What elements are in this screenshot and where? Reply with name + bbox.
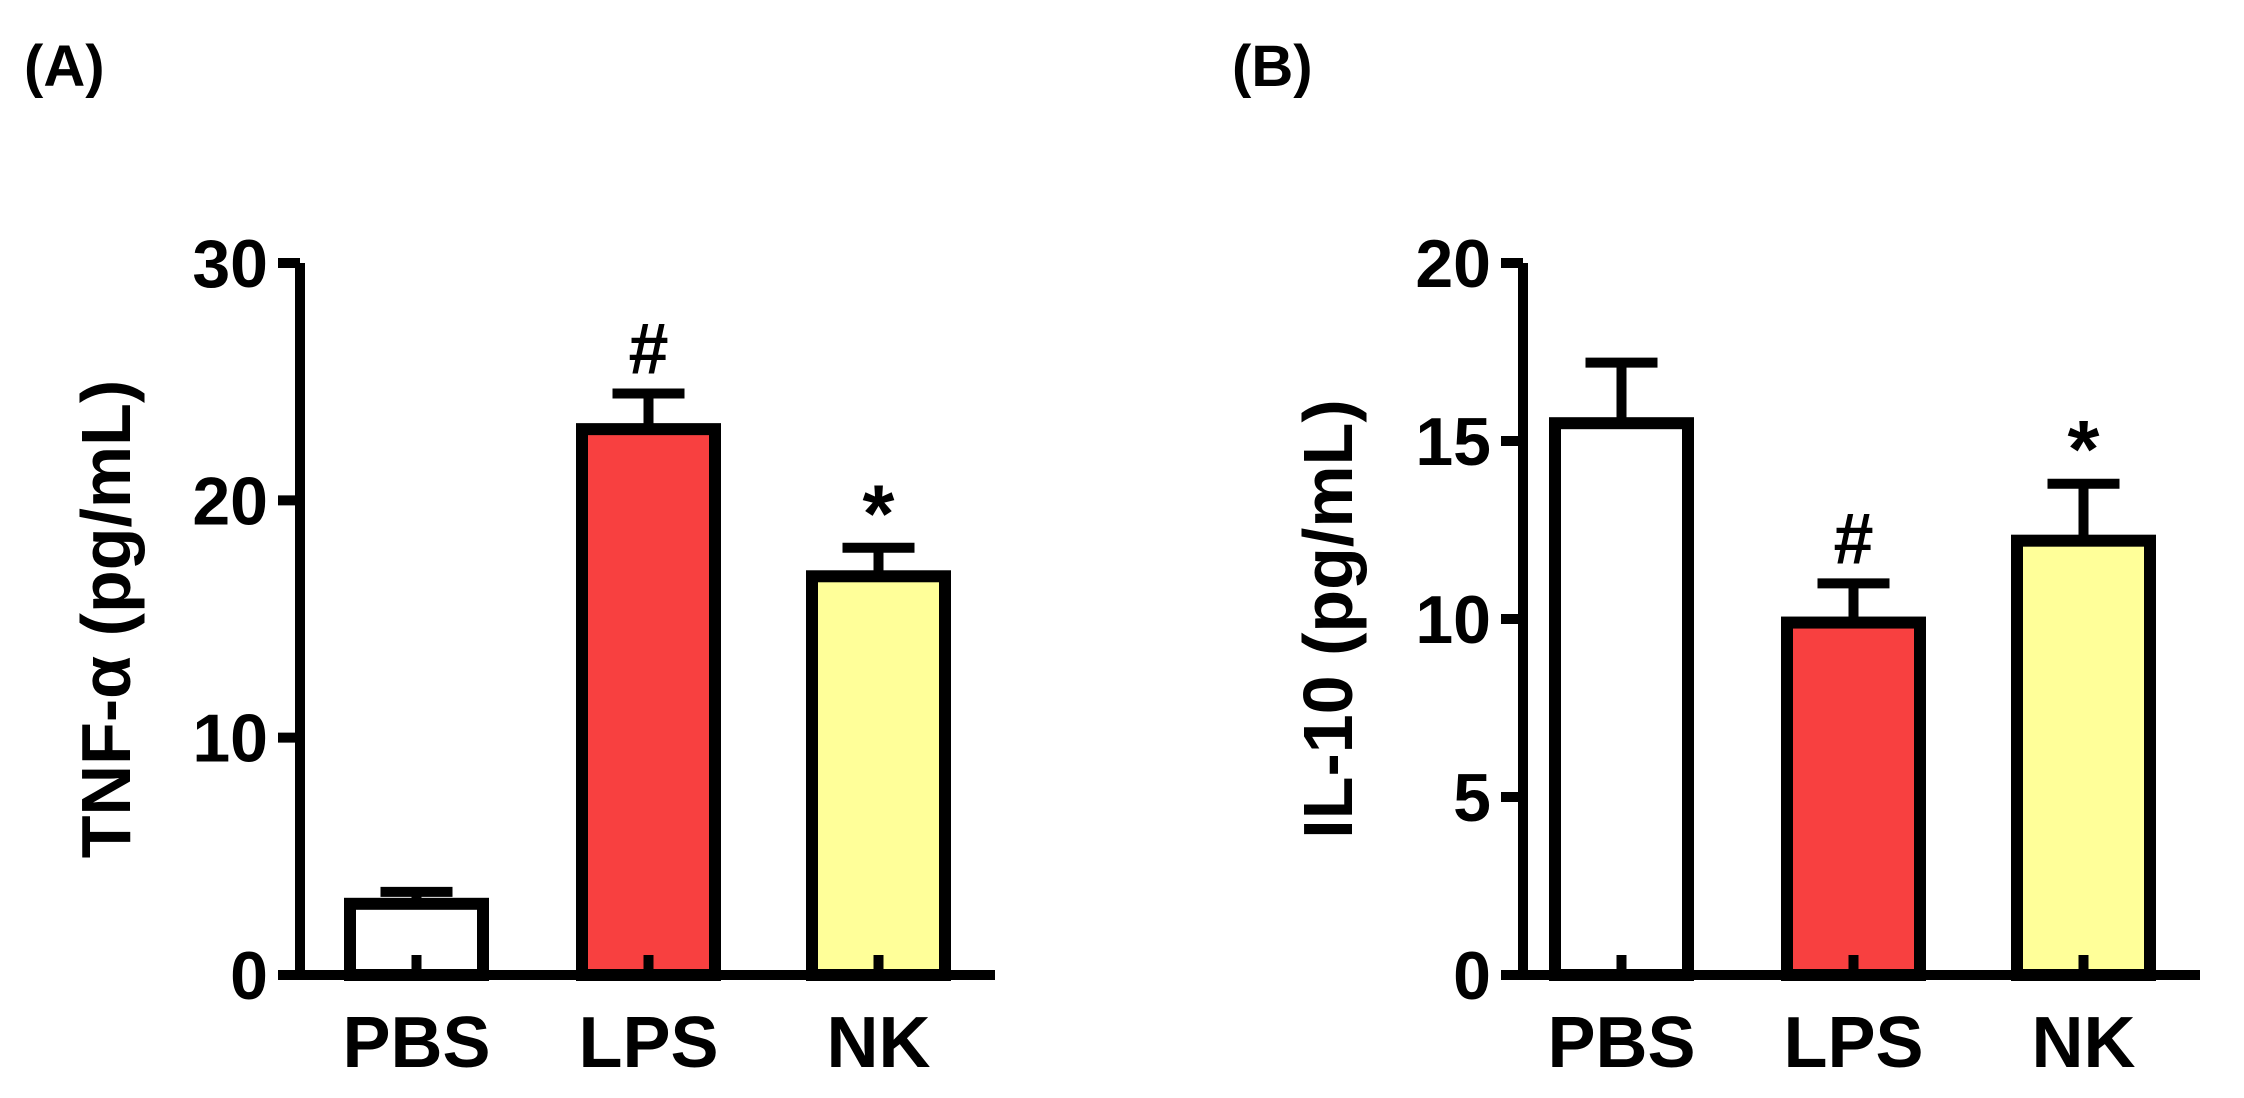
chart-panel-a: 0 10 20 30 TNF-α (pg/mL) PBS LPS # NK * [67, 226, 995, 1083]
y-axis-title: TNF-α (pg/mL) [67, 380, 145, 858]
bar-nk [2011, 534, 2156, 981]
x-tick-label: LPS [578, 1003, 718, 1083]
panel-label-a: (A) [24, 34, 105, 99]
y-tick-label: 30 [192, 226, 268, 302]
x-tick-label: PBS [1547, 1003, 1695, 1083]
significance-mark: # [1833, 499, 1873, 579]
y-tick-label: 0 [1453, 938, 1491, 1014]
significance-mark: * [2068, 405, 2100, 496]
significance-mark: # [628, 310, 668, 390]
y-tick-label: 15 [1415, 404, 1491, 480]
y-tick-label: 20 [1415, 226, 1491, 302]
y-tick-label: 10 [1415, 582, 1491, 658]
panel-label-b: (B) [1232, 34, 1313, 99]
bar-lps [1781, 616, 1926, 981]
y-tick-label: 5 [1453, 760, 1491, 836]
x-tick-label: NK [2032, 1003, 2136, 1083]
bar-pbs [1549, 417, 1694, 981]
bar-lps [576, 423, 721, 981]
y-axis-title: IL-10 (pg/mL) [1289, 399, 1367, 838]
x-tick-label: LPS [1783, 1003, 1923, 1083]
significance-mark: * [863, 469, 895, 560]
x-tick-label: PBS [342, 1003, 490, 1083]
y-tick-label: 10 [192, 701, 268, 777]
y-tick-label: 0 [230, 938, 268, 1014]
x-tick-label: NK [827, 1003, 931, 1083]
bar-nk [806, 570, 951, 982]
y-tick-label: 20 [192, 463, 268, 539]
chart-panel-b: 0 5 10 15 20 IL-10 (pg/mL) PBS LPS # NK * [1289, 226, 2200, 1083]
